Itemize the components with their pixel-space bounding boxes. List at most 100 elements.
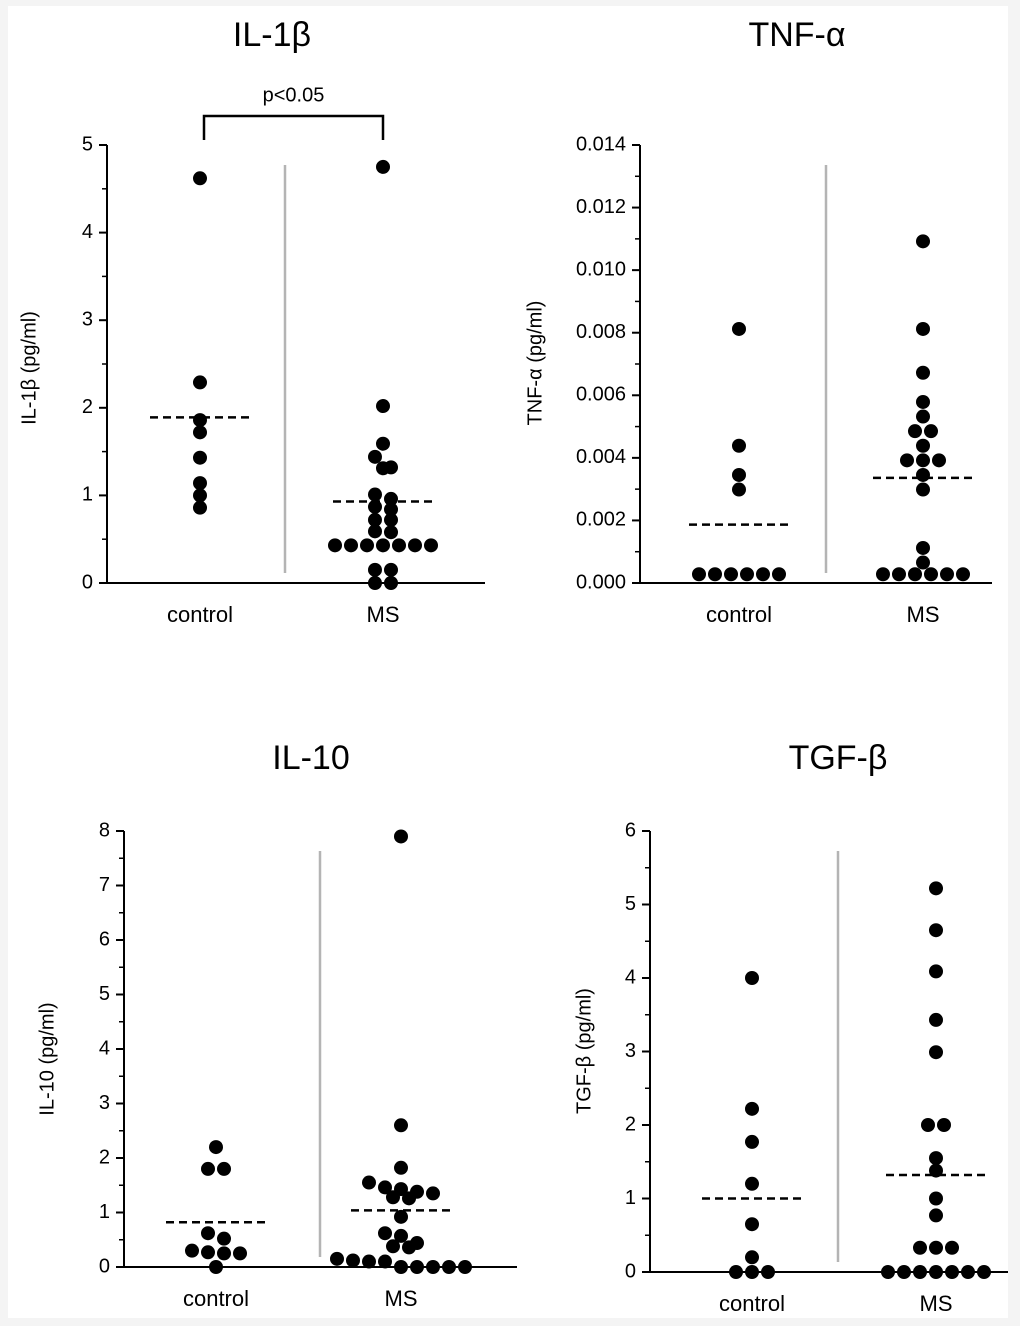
chart-title: IL-1β [233, 16, 311, 54]
data-point [362, 1175, 376, 1190]
data-point [745, 1134, 759, 1149]
data-point [217, 1161, 231, 1176]
data-point [368, 562, 382, 577]
x-category-label: control [183, 1286, 249, 1311]
data-point [881, 1265, 895, 1279]
x-category-label: control [719, 1291, 785, 1316]
data-point [376, 399, 390, 414]
x-category-label: control [167, 602, 233, 627]
figure: IL-1β IL-1β (pg/ml) 0 1 2 3 4 5 control MS p<0.05 T… [8, 6, 1008, 1318]
data-point [921, 1118, 935, 1132]
data-point [708, 567, 722, 582]
data-point [945, 1240, 959, 1255]
x-category-label: MS [907, 602, 940, 627]
data-point [193, 425, 207, 440]
data-point [913, 1265, 927, 1279]
data-point [732, 438, 746, 453]
data-point [233, 1246, 247, 1261]
data-point [193, 500, 207, 515]
y-tick-label: 7 [99, 874, 110, 896]
data-point [426, 1186, 440, 1201]
data-point [929, 1265, 943, 1279]
data-point [378, 1226, 392, 1241]
x-category-label: control [706, 602, 772, 627]
x-category-label: MS [367, 602, 400, 627]
data-point [193, 375, 207, 390]
data-point [929, 1151, 943, 1166]
data-point [929, 881, 943, 896]
data-point [193, 413, 207, 428]
data-point [376, 538, 390, 553]
data-point [916, 482, 930, 497]
data-point [368, 499, 382, 514]
chart-panel-4: TGF-β TGF-β (pg/ml) 0 1 2 3 4 5 6 control MS [573, 739, 1008, 1316]
data-point [368, 524, 382, 539]
data-point [916, 409, 930, 424]
data-point [368, 449, 382, 464]
data-point [394, 1228, 408, 1243]
y-tick-label: 6 [625, 819, 636, 841]
data-point [185, 1243, 199, 1258]
data-point [362, 1254, 376, 1269]
y-tick-label: 2 [625, 1113, 636, 1135]
data-point [394, 1118, 408, 1133]
y-tick-label: 5 [99, 983, 110, 1005]
y-tick-label: 0.014 [576, 133, 626, 155]
data-point [394, 829, 408, 844]
data-point [209, 1140, 223, 1155]
data-point [426, 1260, 440, 1274]
data-point [386, 1190, 400, 1205]
significance-bracket [202, 114, 385, 140]
data-point [384, 562, 398, 577]
data-point [977, 1265, 991, 1279]
y-tick-label: 3 [625, 1040, 636, 1062]
data-point [740, 567, 754, 582]
data-point [916, 467, 930, 482]
data-point [892, 567, 906, 582]
y-tick-label: 2 [99, 1146, 110, 1168]
y-tick-label: 8 [99, 819, 110, 841]
data-point [328, 538, 342, 553]
data-point [376, 159, 390, 174]
y-tick-label: 1 [99, 1201, 110, 1223]
data-point [745, 1217, 759, 1232]
data-point [745, 1250, 759, 1265]
y-tick-label: 0 [99, 1255, 110, 1277]
y-tick-label: 2 [82, 396, 93, 418]
y-tick-label: 4 [99, 1037, 110, 1059]
y-tick-label: 0.002 [576, 509, 626, 531]
data-point [724, 567, 738, 582]
data-point [424, 538, 438, 553]
data-point [924, 424, 938, 439]
data-point [376, 461, 390, 476]
data-point [900, 453, 914, 468]
data-point [193, 450, 207, 465]
data-point [368, 487, 382, 502]
x-category-label: MS [920, 1291, 953, 1316]
data-point [378, 1254, 392, 1269]
data-point [916, 438, 930, 453]
data-point [384, 512, 398, 527]
data-point [408, 538, 422, 553]
data-point [937, 1118, 951, 1132]
data-point [384, 576, 398, 590]
figure-canvas: IL-1β IL-1β (pg/ml) 0 1 2 3 4 5 control MS p<0.05 T… [18, 16, 1008, 1316]
data-point [732, 467, 746, 482]
data-point [940, 567, 954, 582]
chart-panel-2: TNF-α TNF-α (pg/ml) 0.000 0.002 0.004 0.006 0.… [524, 16, 992, 627]
y-tick-label: 6 [99, 928, 110, 950]
y-tick-label: 5 [625, 893, 636, 915]
data-point [929, 1240, 943, 1255]
data-point [956, 567, 970, 582]
data-point [732, 321, 746, 336]
data-point [772, 567, 786, 582]
data-point [916, 321, 930, 336]
data-point [193, 476, 207, 491]
data-point [209, 1260, 223, 1274]
data-point [745, 971, 759, 985]
data-point [945, 1265, 959, 1279]
y-tick-label: 0 [625, 1260, 636, 1282]
data-point [330, 1251, 344, 1266]
y-tick-label: 3 [82, 308, 93, 330]
y-tick-label: 1 [82, 484, 93, 506]
